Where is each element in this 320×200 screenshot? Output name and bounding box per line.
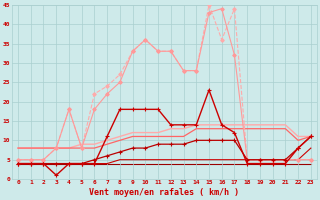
X-axis label: Vent moyen/en rafales ( km/h ): Vent moyen/en rafales ( km/h ) bbox=[90, 188, 239, 197]
